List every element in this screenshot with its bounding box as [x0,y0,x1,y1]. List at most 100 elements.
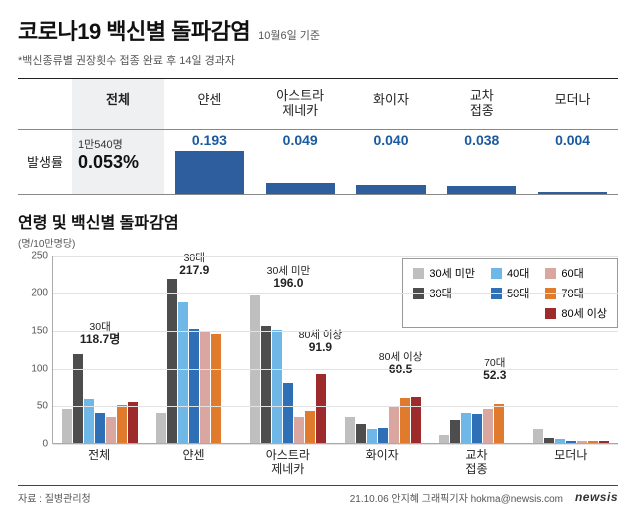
bar [544,438,554,443]
section2-unit: (명/10만명당) [18,235,618,250]
bar [211,334,221,443]
rate-th-4: 교차 접종 [436,79,527,130]
bar [494,404,504,443]
bar [95,413,105,443]
bar-groups: 30대118.7명 30대217.930세 미만196.080세 이상91.9 80… [53,256,618,443]
ytick: 250 [31,250,48,261]
grouped-chart: 050100150200250 30대118.7명30대217.930세 미만1… [18,256,618,444]
ytick: 0 [42,438,48,449]
asof-label: 10월6일 기준 [258,27,320,43]
bar [577,441,587,443]
bar-group: 30세 미만196.080세 이상91.9 [241,256,335,443]
rate-bar-shape-4 [538,192,607,194]
bar [189,329,199,443]
ytick: 150 [31,326,48,337]
bar [439,435,449,443]
rate-val-4: 0.004 [527,132,618,148]
rate-val-3: 0.038 [436,132,527,148]
bar [367,429,377,443]
bar [294,417,304,443]
rate-bar-3: 0.038 [436,130,527,194]
callout: 80세 이상60.5 [379,351,423,377]
bar [483,409,493,443]
rate-th-2: 아스트라 제네카 [255,79,346,130]
bar [117,405,127,443]
rate-bar-0: 0.193 [164,130,255,194]
rate-total-cell: 1만540명 0.053% [72,130,164,194]
bar [378,428,388,443]
rate-bar-shape-1 [266,183,335,194]
rate-row-label: 발생률 [18,130,72,194]
rate-val-0: 0.193 [164,132,255,148]
rate-total-pct: 0.053% [78,152,158,173]
bar [411,397,421,442]
bar [106,417,116,443]
rate-bar-shape-0 [175,151,244,193]
bar-group: 70대52.3 [430,256,524,443]
xlabel: 아스트라 제네카 [241,444,335,477]
xlabel: 얀센 [146,444,240,477]
xaxis-labels: 전체얀센아스트라 제네카화이자교차 접종모더나 [52,444,618,477]
bar-group: 30대118.7명 [53,256,147,443]
bar [555,439,565,443]
xlabel: 화이자 [335,444,429,477]
bar [345,417,355,443]
subtitle: *백신종류별 권장횟수 접종 완료 후 14일 경과자 [18,52,618,68]
source-label: 자료 : 질병관리청 [18,490,91,505]
bar-group: 80세 이상60.5 [336,256,430,443]
title-row: 코로나19 백신별 돌파감염 10월6일 기준 [18,14,618,46]
credit-label: 21.10.06 안지혜 그래픽기자 hokma@newsis.com [350,490,563,505]
xlabel: 모더나 [524,444,618,477]
bar [472,414,482,443]
callout: 30대118.7명 [80,321,120,347]
rate-val-2: 0.040 [346,132,437,148]
rate-bar-shape-3 [447,186,516,194]
plot-area: 30대118.7명 30대217.930세 미만196.080세 이상91.9 80… [52,256,618,444]
rate-total-count: 1만540명 [78,138,158,152]
bar-group [524,256,618,443]
rate-th-5: 모더나 [527,79,618,130]
bar [200,332,210,443]
rate-th-blank [18,79,72,130]
rate-th-3: 화이자 [346,79,437,130]
bar [533,429,543,443]
bar [450,420,460,443]
bar-group: 30대217.9 [147,256,241,443]
rate-table: 전체 얀센 아스트라 제네카 화이자 교차 접종 모더나 발생률 1만540명 … [18,78,618,195]
bar [283,383,293,443]
rate-val-1: 0.049 [255,132,346,148]
yaxis: 050100150200250 [18,256,52,444]
bar [272,330,282,443]
bar [400,398,410,443]
callout: 30세 미만196.0 [267,265,311,291]
ytick: 200 [31,288,48,299]
section2-title: 연령 및 백신별 돌파감염 [18,209,618,233]
logo: newsis [575,490,618,504]
xlabel: 전체 [52,444,146,477]
rate-bar-4: 0.004 [527,130,618,194]
infographic-root: 코로나19 백신별 돌파감염 10월6일 기준 *백신종류별 권장횟수 접종 완… [0,0,636,513]
bar [178,302,188,443]
rate-bar-1: 0.049 [255,130,346,194]
bar [566,441,576,443]
bar [588,441,598,443]
bar [389,407,399,443]
bar [356,424,366,443]
rate-bar-2: 0.040 [346,130,437,194]
bar [305,411,315,443]
bar [62,409,72,443]
bar [128,402,138,443]
bar [167,279,177,443]
footer: 자료 : 질병관리청 21.10.06 안지혜 그래픽기자 hokma@news… [18,485,618,505]
bar [316,374,326,443]
ytick: 100 [31,363,48,374]
bar [599,441,609,443]
bar [461,413,471,443]
ytick: 50 [37,401,48,412]
bar [156,413,166,443]
rate-th-total: 전체 [72,79,164,130]
rate-th-1: 얀센 [164,79,255,130]
xlabel: 교차 접종 [429,444,523,477]
rate-bar-shape-2 [356,185,425,194]
bar [261,326,271,443]
